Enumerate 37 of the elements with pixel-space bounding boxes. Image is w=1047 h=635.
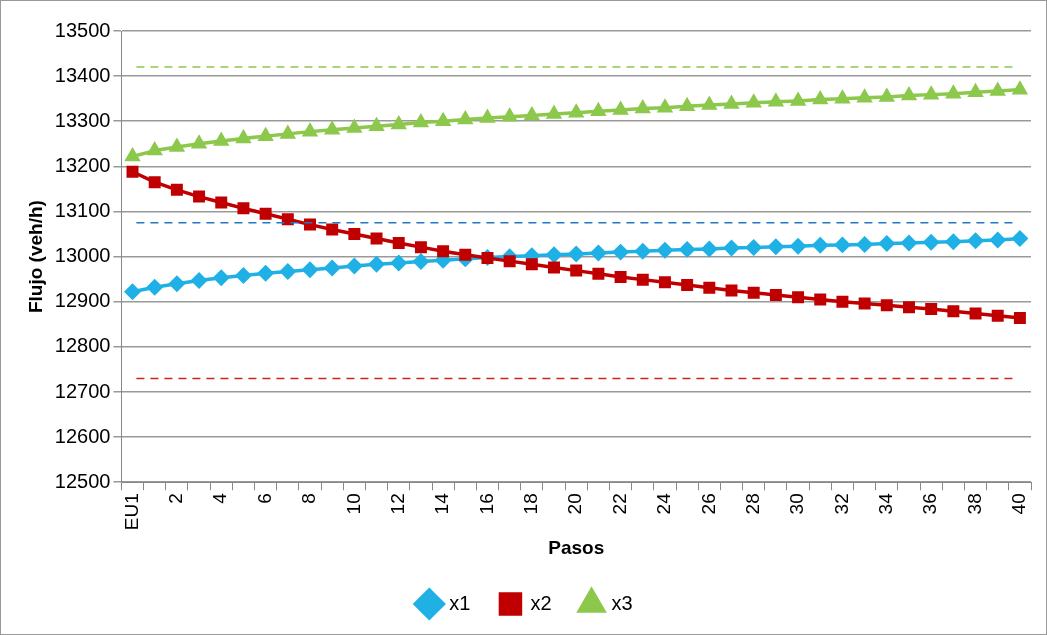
x-tick-label: 30 bbox=[786, 493, 808, 515]
y-tick-label: 13200 bbox=[54, 153, 111, 176]
x-tick-label: 14 bbox=[431, 492, 453, 515]
y-axis-title: Flujo (veh/h) bbox=[24, 200, 46, 314]
y-tick-label: 12500 bbox=[54, 469, 111, 492]
y-tick-label: 13100 bbox=[54, 199, 111, 222]
x-tick-label: 8 bbox=[298, 493, 320, 504]
y-tick-label: 13400 bbox=[54, 63, 111, 86]
x-tick-label: 34 bbox=[875, 492, 897, 515]
y-tick-label: 13300 bbox=[54, 108, 111, 131]
y-tick-label: 13000 bbox=[54, 244, 111, 267]
x-tick-label: 12 bbox=[386, 493, 408, 515]
x-axis-title: Pasos bbox=[548, 536, 605, 558]
x-tick-label: 16 bbox=[475, 493, 497, 515]
y-tick-label: 12700 bbox=[54, 379, 111, 402]
legend-label: x2 bbox=[530, 591, 552, 614]
x-tick-label: 10 bbox=[342, 493, 364, 515]
x-tick-label: 36 bbox=[919, 493, 941, 515]
x-tick-label: 2 bbox=[165, 493, 187, 504]
x-tick-label: 32 bbox=[830, 493, 852, 515]
legend-label: x1 bbox=[449, 591, 471, 614]
x-tick-label: 28 bbox=[741, 493, 763, 515]
x-tick-label: 26 bbox=[697, 493, 719, 515]
x-tick-label: 24 bbox=[653, 492, 675, 515]
x-tick-label: 18 bbox=[520, 493, 542, 515]
y-tick-label: 12600 bbox=[54, 424, 111, 447]
x-tick-label: 38 bbox=[963, 493, 985, 515]
y-tick-label: 12900 bbox=[54, 289, 111, 312]
x-tick-label: 20 bbox=[564, 493, 586, 515]
x-tick-label: EU1 bbox=[120, 493, 142, 531]
x-tick-label: 22 bbox=[608, 493, 630, 515]
y-tick-label: 12800 bbox=[54, 334, 111, 357]
x-tick-label: 4 bbox=[209, 492, 231, 504]
x-tick-label: 6 bbox=[253, 493, 275, 504]
legend-label: x3 bbox=[611, 591, 633, 614]
x-tick-label: 40 bbox=[1008, 493, 1030, 515]
y-tick-label: 13500 bbox=[54, 18, 111, 41]
